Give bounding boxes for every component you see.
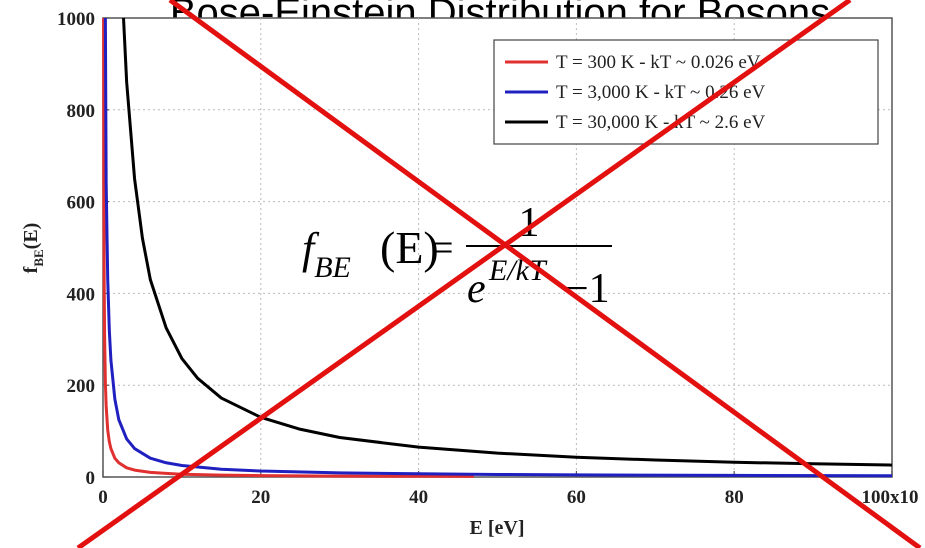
y-axis-ticks: 0 200 400 600 800 1000 <box>57 9 109 489</box>
x-tick-label: 80 <box>725 487 744 508</box>
x-axis-label: E [eV] <box>470 517 525 539</box>
y-axis-label-main: f <box>20 266 42 273</box>
series-line-2 <box>103 17 893 478</box>
red-x-overlay <box>76 0 922 548</box>
y-axis-label-sub: BE <box>31 249 46 266</box>
formula-base: e <box>467 266 486 312</box>
x-stroke-2 <box>76 0 852 548</box>
x-axis-ticks: 0 20 40 60 80 100x10 <box>98 471 919 508</box>
x-tick-label: 100x10 <box>862 487 919 508</box>
y-tick-label: 400 <box>67 284 96 305</box>
y-axis-label-tail: (E) <box>20 223 42 250</box>
svg-text:fBE(E): fBE(E) <box>20 223 46 274</box>
y-tick-label: 800 <box>67 101 96 122</box>
y-tick-label: 1000 <box>57 9 95 30</box>
formula-arg: (E) <box>380 222 439 273</box>
legend: T = 300 K - kT ~ 0.026 eVT = 3,000 K - k… <box>505 52 766 133</box>
legend-label-3: T = 30,000 K - kT ~ 2.6 eV <box>556 112 766 133</box>
y-tick-label: 0 <box>86 468 96 489</box>
legend-label-1: T = 300 K - kT ~ 0.026 eV <box>556 52 761 73</box>
formula-sub: BE <box>314 251 351 284</box>
x-tick-label: 40 <box>409 487 428 508</box>
y-tick-label: 200 <box>67 376 96 397</box>
x-tick-label: 0 <box>98 487 108 508</box>
x-stroke-1 <box>168 0 922 548</box>
formula-equals: = <box>431 225 454 270</box>
legend-box <box>493 39 879 145</box>
x-tick-label: 20 <box>251 487 270 508</box>
series-line-1 <box>102 17 474 478</box>
y-axis-label: fBE(E) <box>20 223 46 274</box>
y-tick-label: 600 <box>67 193 96 214</box>
x-tick-label: 60 <box>567 487 586 508</box>
